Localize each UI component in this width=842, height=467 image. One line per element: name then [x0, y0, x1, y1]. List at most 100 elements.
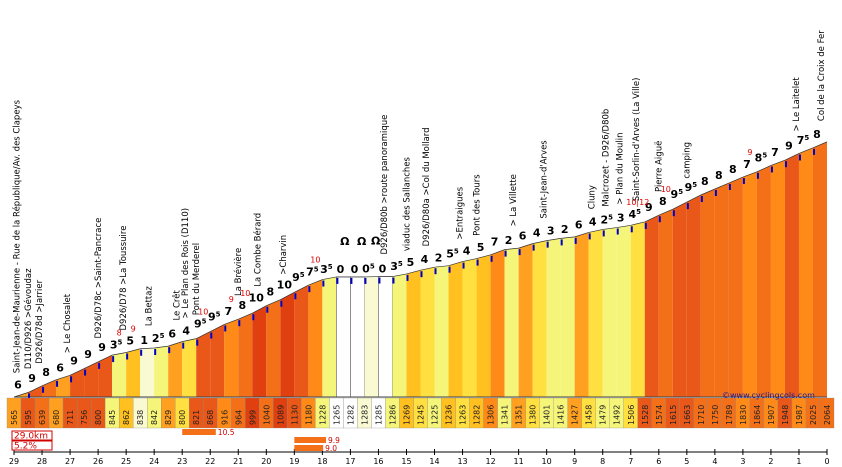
- profile-segment: [518, 243, 533, 397]
- gradient-label: 5: [407, 256, 415, 269]
- gradient-decimal: 5: [398, 260, 403, 268]
- profile-segment: [350, 276, 365, 398]
- profile-segment: [84, 361, 99, 397]
- profile-segment: [364, 276, 379, 397]
- gradient-label: 85: [755, 151, 768, 164]
- gradient-label: 0: [337, 263, 345, 276]
- gradient-label: 05: [362, 263, 375, 276]
- gradient-decimal: 5: [804, 134, 809, 142]
- profile-segment: [406, 270, 421, 397]
- gradient-label: 45: [629, 208, 642, 221]
- altitude-label: 1263: [459, 405, 468, 425]
- landmark-label: La Brévière: [233, 248, 244, 296]
- km-tick-label: 4: [712, 457, 717, 466]
- km-tick-label: 12: [485, 457, 495, 466]
- altitude-label: 711: [66, 410, 75, 425]
- gradient-label: 3: [617, 211, 625, 224]
- altitude-labels: 565 595 639 680 711 756 800 845 862 838 842 829 800 8…: [6, 397, 835, 429]
- altitude-label: 1528: [641, 405, 650, 425]
- landmark-label: > Le Plan des Rois (D110): [181, 208, 191, 319]
- gradient-label: 2: [561, 223, 569, 236]
- altitude-label: 1789: [725, 405, 734, 425]
- max-gradient-label: 10|12: [626, 198, 649, 207]
- summary-bar: [182, 429, 216, 435]
- gradient-label: 8: [42, 366, 50, 379]
- profile-segment: [504, 248, 519, 397]
- altitude-label: 1265: [332, 405, 341, 425]
- profile-segment: [238, 313, 253, 397]
- altitude-label: 842: [150, 410, 159, 425]
- gradient-label: 4: [589, 215, 597, 228]
- gradient-label: 95: [292, 271, 305, 284]
- altitude-label: 1416: [557, 405, 566, 425]
- gradient-label: 3: [547, 224, 555, 237]
- profile-segment: [714, 183, 729, 397]
- altitude-label: 639: [38, 410, 47, 425]
- altitude-label: 1236: [445, 405, 454, 425]
- altitude-label: 1615: [669, 405, 678, 425]
- km-tick-label: 5: [684, 457, 689, 466]
- gradient-label: 5: [477, 241, 485, 254]
- altitude-label: 1506: [627, 405, 636, 425]
- profile-segment: [126, 348, 141, 397]
- profile-segment: [252, 305, 267, 397]
- gradient-decimal: 5: [314, 266, 319, 274]
- gradient-label: 25: [600, 214, 613, 227]
- profile-segment: [742, 171, 757, 397]
- gradient-label: 6: [14, 379, 22, 392]
- profile-segment: [168, 341, 183, 397]
- gradient-label: 35: [320, 263, 333, 276]
- gradient-label: 95: [194, 318, 207, 331]
- profile-segment: [532, 240, 547, 397]
- landmark-label: >Entraigues: [456, 186, 466, 239]
- km-tick-label: 8: [600, 457, 605, 466]
- landmark-label: D926/D80a >Col du Mollard: [422, 127, 432, 246]
- distance-box: [11, 430, 53, 441]
- landmark-label: Malcrozet - D926/D80b: [601, 109, 611, 207]
- altitude-label: 1663: [683, 405, 692, 425]
- gradient-decimal: 5: [454, 248, 459, 256]
- altitude-label: 1907: [767, 405, 776, 425]
- altitude-label: 1228: [318, 405, 327, 425]
- gradient-label: 55: [446, 248, 459, 261]
- max-gradient-label: 9: [747, 148, 752, 157]
- gradient-decimal: 5: [118, 338, 123, 346]
- km-tick-label: 0: [824, 457, 829, 466]
- gradient-label: 7: [771, 146, 779, 159]
- gradient-label: 0: [379, 263, 387, 276]
- profile-segment: [700, 189, 715, 397]
- landmark-label: Col de la Croix de Fer: [817, 30, 827, 121]
- profile-segment: [112, 352, 127, 397]
- altitude-label: 595: [24, 410, 33, 425]
- gradient-label: 8: [729, 163, 737, 176]
- profile-segment: [686, 194, 701, 397]
- gradient-decimal: 5: [370, 263, 375, 271]
- summary-bar: [294, 445, 324, 451]
- km-tick-label: 17: [345, 457, 355, 466]
- profile-outline: [13, 141, 828, 398]
- altitude-label: 1948: [781, 405, 790, 425]
- gradient-label: 5: [126, 335, 134, 348]
- altitude-label: 821: [192, 410, 201, 425]
- km-tick-label: 9: [572, 457, 577, 466]
- profile-segment: [392, 273, 407, 397]
- gradient-label: 6: [519, 230, 527, 243]
- profile-segment: [756, 165, 771, 397]
- gradient-label: 95: [685, 181, 698, 194]
- profile-segment: [70, 368, 85, 397]
- gradient-decimal: 5: [328, 263, 333, 271]
- gradient-label: 8: [715, 169, 723, 182]
- altitude-label: 1987: [795, 405, 804, 425]
- km-tick-label: 27: [65, 457, 75, 466]
- landmark-label: Pont des Tours: [472, 174, 482, 236]
- km-tick-label: 28: [37, 457, 47, 466]
- altitude-label: 1750: [711, 405, 720, 425]
- credit-link[interactable]: ©www.cyclingcols.com: [722, 391, 815, 400]
- landmark-label: > Le Laitelet: [792, 77, 802, 132]
- gradient-label: 8: [238, 299, 246, 312]
- km-tick-label: 22: [205, 457, 215, 466]
- altitude-label: 1282: [346, 405, 355, 425]
- altitude-label: 1492: [613, 405, 622, 425]
- gradient-label: 75: [797, 134, 810, 147]
